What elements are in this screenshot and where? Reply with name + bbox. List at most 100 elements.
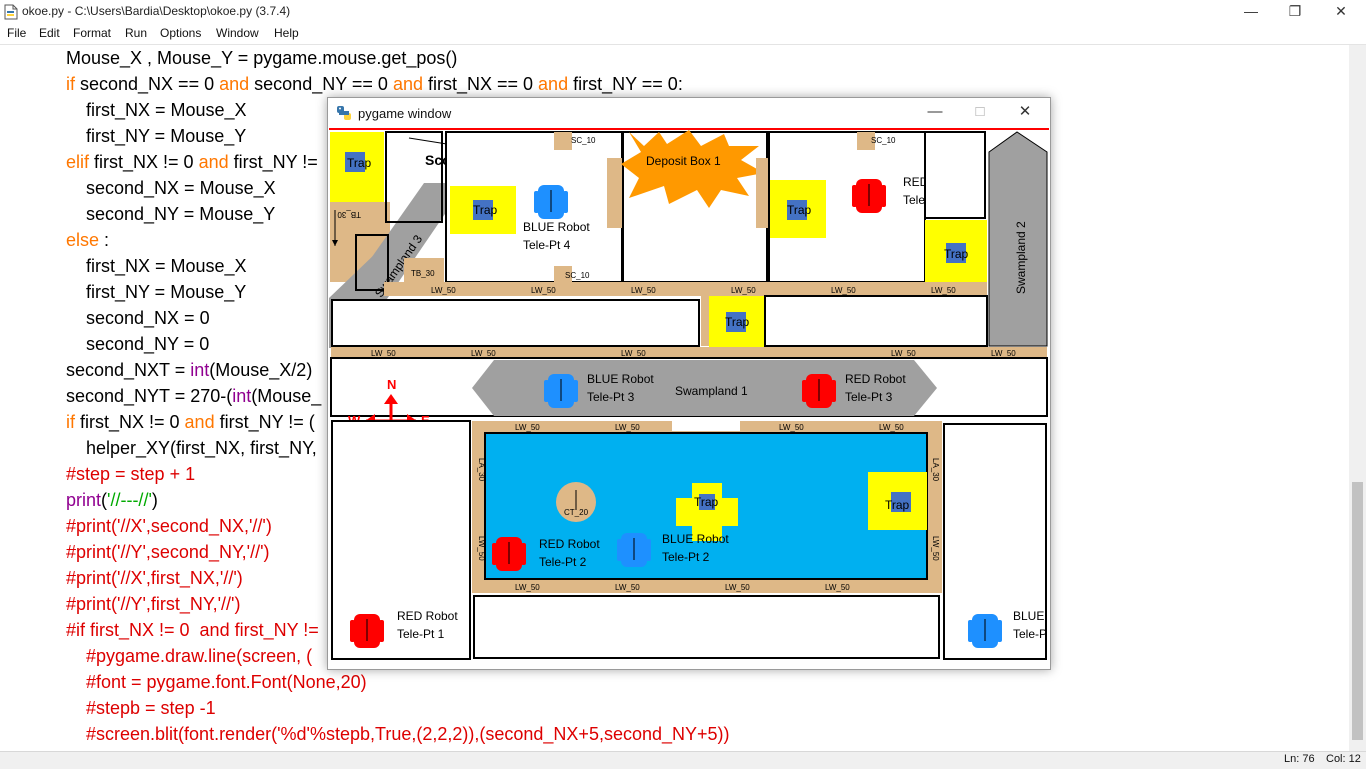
wall-strip [554,132,572,150]
code-line: #screen.blit(font.render('%d'%stepb,True… [86,724,730,744]
close-button[interactable]: ✕ [1335,3,1347,19]
code-line: else : [66,230,110,250]
code-line: second_NX = Mouse_X [86,178,276,198]
box-outline [355,234,389,291]
compass-n: N [387,377,396,392]
code-line: #print('//X',second_NX,'//') [66,516,272,536]
lw50-label: LW_50 [615,423,640,432]
wall-strip [331,347,1047,357]
menu-file[interactable]: File [7,26,27,40]
deposit-box [621,130,764,208]
swampland-2-label: Swampland 2 [1014,221,1028,294]
code-line: second_NYT = 270-(int(Mouse_ [66,386,322,406]
menu-help[interactable]: Help [274,26,299,40]
game-field[interactable]: Trap TB_30 Swampland 3 TB_30 Scoreboard … [329,128,1049,668]
tb30-label: TB_30 [411,269,435,278]
code-line: #print('//Y',first_NY,'//') [66,594,241,614]
robot-label: Tele-Pt 3 [587,390,635,404]
restore-button[interactable]: ❐ [1288,3,1302,19]
robot-label: RED Robot [845,372,906,386]
lw50-label: LW_50 [731,286,756,295]
wall-strip [554,266,572,282]
lw50-label: LW_50 [725,583,750,592]
lw50-label: LW_50 [631,286,656,295]
code-line: first_NY = Mouse_Y [86,282,247,302]
pygame-minimize-button[interactable]: — [927,103,943,120]
window-title: okoe.py - C:\Users\Bardia\Desktop\okoe.p… [22,4,291,18]
trap-marker [699,494,715,510]
lw50-label: LW_50 [931,536,940,561]
ct20-label: CT_20 [564,508,589,517]
code-line: Mouse_X , Mouse_Y = pygame.mouse.get_pos… [66,48,458,68]
trap-label: Trap [725,315,750,329]
swampland-1-label: Swampland 1 [675,384,748,398]
deposit-box-label: Deposit Box 1 [646,154,721,168]
lw50-label: LW_50 [621,349,646,358]
status-bar: Ln: 76 Col: 12 [0,751,1366,769]
code-line: first_NX = Mouse_X [86,256,247,276]
trap-label: Trap [347,156,372,170]
swampland-2 [988,131,1048,347]
menu-run[interactable]: Run [125,26,148,40]
trap-label: Trap [694,495,719,509]
code-line: if first_NX != 0 and first_NY != ( [66,412,315,432]
wall-gap [672,421,740,431]
wall-strip [701,296,709,346]
wall-strip [607,158,622,228]
robot-label: Tele-Pt 2 [662,550,710,564]
pygame-close-button[interactable]: ✕ [1018,103,1032,120]
pygame-window[interactable]: pygame window — □ ✕ Trap TB_30 Swampland… [327,97,1051,670]
lw50-label: LW_50 [991,349,1016,358]
idle-titlebar: okoe.py - C:\Users\Bardia\Desktop\okoe.p… [0,0,1366,24]
robot-label: BLUE Robot [523,220,590,234]
code-line: first_NY = Mouse_Y [86,126,247,146]
menu-bar: File Edit Format Run Options Window Help [0,24,1366,45]
robot-label: RED Robot [397,609,458,623]
status-line: Ln: 76 [1284,753,1315,765]
code-line: second_NY = Mouse_Y [86,204,276,224]
code-line: helper_XY(first_NX, first_NY, [86,438,317,458]
python-file-icon [4,4,18,20]
pygame-icon [337,106,351,120]
trap-label: Trap [473,203,498,217]
robot-label: BLUE Robot [662,532,729,546]
code-line: #stepb = step -1 [86,698,216,718]
code-line: #if first_NX != 0 and first_NY != [66,620,319,640]
lw50-label: LW_50 [879,423,904,432]
robot-label: Tele-Pt 4 [523,238,571,252]
menu-window[interactable]: Window [216,26,259,40]
code-line: #print('//Y',second_NY,'//') [66,542,270,562]
lw50-label: LW_50 [477,536,486,561]
pygame-maximize-button[interactable]: □ [975,103,985,120]
robot-label: BLUE [1013,609,1044,623]
menu-edit[interactable]: Edit [39,26,60,40]
vertical-scrollbar[interactable] [1349,45,1366,751]
arrow-head [332,240,338,246]
pygame-titlebar: pygame window — □ ✕ [328,98,1050,128]
robot-label: Tele-Pt 1 [397,627,445,641]
la30-label: LA_30 [477,458,486,482]
lw50-label: LW_50 [825,583,850,592]
robot-label: RED Robot [539,537,600,551]
scrollbar-thumb[interactable] [1352,482,1363,740]
tb30-label: TB_30 [337,210,361,219]
wall-strip [756,158,768,228]
menu-format[interactable]: Format [73,26,112,40]
robot-label: Tele-Pt 3 [845,390,893,404]
code-line: print('//---//') [66,490,158,510]
robot-label: Tele-Pt 2 [539,555,587,569]
small-room [924,131,986,219]
trap-label: Trap [885,498,910,512]
trap-marker [787,200,807,220]
trap-marker [946,243,966,263]
robot-label: Tele-P [1013,627,1047,641]
lw50-label: LW_50 [431,286,456,295]
lw50-label: LW_50 [891,349,916,358]
code-line: #print('//X',first_NX,'//') [66,568,243,588]
minimize-button[interactable]: — [1244,3,1258,19]
menu-options[interactable]: Options [160,26,202,40]
lw50-label: LW_50 [371,349,396,358]
bottom-room [473,595,940,659]
lw50-label: LW_50 [615,583,640,592]
sc10-label: SC_10 [565,271,590,280]
